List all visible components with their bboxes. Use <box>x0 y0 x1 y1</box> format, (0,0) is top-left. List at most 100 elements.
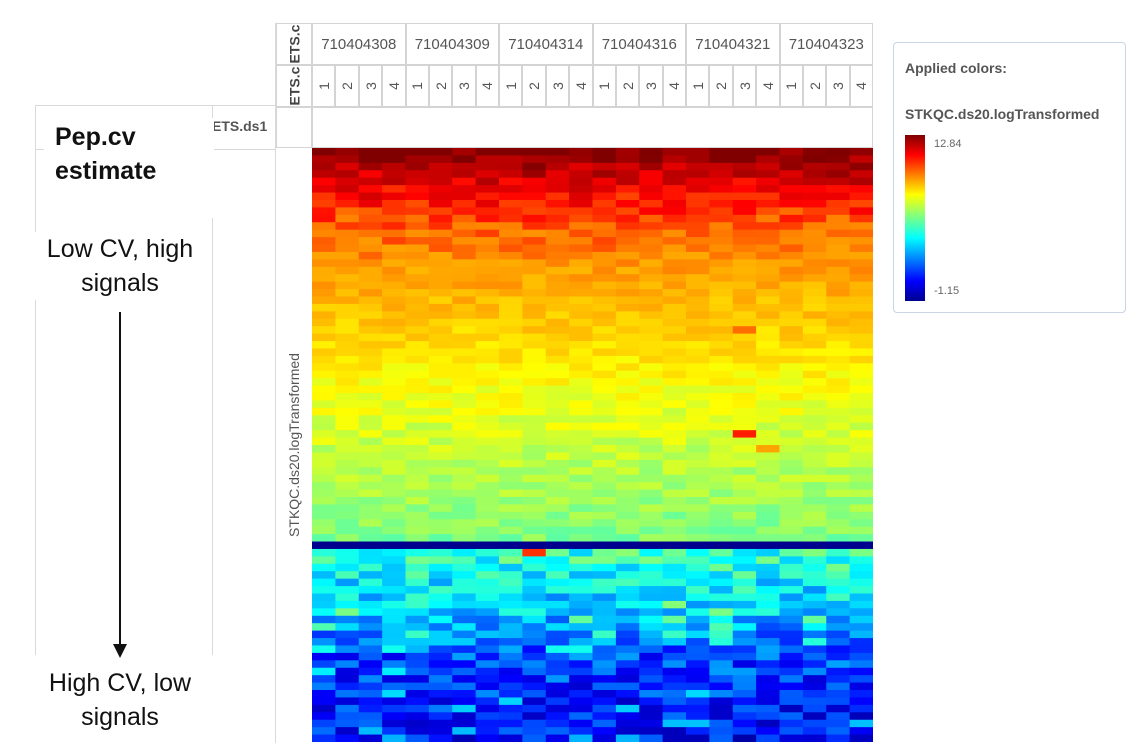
heatmap-cell <box>452 281 477 290</box>
heatmap-cell <box>569 296 594 305</box>
heatmap-cell <box>732 489 757 498</box>
heatmap-cell <box>662 459 687 468</box>
heatmap-cell <box>779 712 804 721</box>
heatmap-cell <box>405 400 430 409</box>
heatmap-cell <box>335 333 360 342</box>
heatmap-cell <box>405 229 430 238</box>
heatmap-cell <box>779 229 804 238</box>
heatmap-cell <box>732 482 757 491</box>
heatmap-cell <box>405 170 430 179</box>
heatmap-cell <box>779 548 804 557</box>
heatmap-cell <box>405 571 430 580</box>
heatmap-cell <box>312 578 336 587</box>
heatmap-cell <box>662 341 687 349</box>
heatmap-cell <box>849 407 873 416</box>
heatmap-cell <box>522 548 547 557</box>
heatmap-cell <box>662 311 687 320</box>
heatmap-cell <box>452 318 477 327</box>
heatmap-cell <box>686 452 710 461</box>
heatmap-cell <box>686 407 710 416</box>
heatmap-cell <box>662 192 687 201</box>
heatmap-cell <box>686 192 710 201</box>
heatmap-cell <box>826 548 851 557</box>
heatmap-cell <box>569 281 594 290</box>
heatmap-cell <box>686 177 710 186</box>
heatmap-cell <box>382 704 407 713</box>
heatmap-cell <box>499 333 523 342</box>
heatmap-cell <box>522 199 547 208</box>
heatmap-cell <box>499 459 523 468</box>
heatmap-cell <box>779 652 804 661</box>
legend-colorbar <box>905 135 925 301</box>
heatmap-cell <box>335 638 360 646</box>
heatmap-cell <box>662 407 687 416</box>
heatmap-cell <box>358 311 383 320</box>
heatmap-cell <box>452 177 477 186</box>
heatmap-cell <box>405 222 430 231</box>
heatmap-cell <box>802 155 827 164</box>
heatmap-cell <box>382 177 407 186</box>
heatmap-cell <box>849 430 873 439</box>
heatmap-cell <box>428 667 453 676</box>
heatmap-cell <box>428 630 453 639</box>
heatmap-cell <box>522 727 547 736</box>
heatmap-cell <box>615 534 640 543</box>
heatmap-cell <box>709 712 734 721</box>
heatmap-cell <box>545 534 570 543</box>
heatmap-cell <box>826 534 851 543</box>
heatmap-cell <box>779 734 804 742</box>
heatmap-cell <box>569 660 594 669</box>
heatmap-cell <box>452 556 477 565</box>
heatmap-cell <box>709 586 734 594</box>
heatmap-cell <box>756 385 781 394</box>
heatmap-cell <box>756 511 781 520</box>
heatmap-cell <box>615 652 640 661</box>
heatmap-cell <box>499 690 523 698</box>
heatmap-cell <box>615 185 640 194</box>
heatmap-cell <box>522 326 547 335</box>
heatmap-cell <box>592 630 617 639</box>
heatmap-cell <box>849 667 873 676</box>
replicate-header: 4 <box>382 65 406 107</box>
pepcv-box: Pep.cv estimate <box>44 118 214 218</box>
heatmap-cell <box>522 697 547 706</box>
heatmap-cell <box>592 415 617 424</box>
heatmap-cell <box>405 548 430 557</box>
heatmap-cell <box>499 638 523 646</box>
heatmap-cell <box>312 586 336 594</box>
heatmap-cell <box>639 311 664 320</box>
heatmap-cell <box>709 445 734 453</box>
heatmap-cell <box>615 326 640 335</box>
heatmap-cell <box>358 199 383 208</box>
heatmap-cell <box>428 600 453 609</box>
heatmap-cell <box>592 303 617 312</box>
heatmap-cell <box>615 719 640 728</box>
heatmap-cell <box>382 229 407 238</box>
heatmap-cell <box>686 571 710 580</box>
heatmap-cell <box>686 504 710 513</box>
heatmap-cell <box>545 645 570 654</box>
heatmap-cell <box>639 638 664 646</box>
heatmap-cell <box>686 251 710 260</box>
heatmap-cell <box>452 244 477 253</box>
heatmap-cell <box>452 259 477 268</box>
heatmap-cell <box>639 489 664 498</box>
heatmap-cell <box>802 474 827 483</box>
heatmap-cell <box>639 660 664 669</box>
heatmap-cell <box>592 608 617 617</box>
heatmap-cell <box>312 556 336 565</box>
heatmap-cell <box>569 504 594 513</box>
heatmap-cell <box>499 712 523 721</box>
heatmap-cell <box>686 615 710 624</box>
heatmap-cell <box>405 660 430 669</box>
heatmap-cell <box>592 378 617 387</box>
heatmap-cell <box>382 393 407 401</box>
heatmap-cell <box>826 593 851 602</box>
heatmap-cell <box>639 467 664 476</box>
heatmap-cell <box>522 348 547 357</box>
heatmap-cell <box>312 407 336 416</box>
heatmap-cell <box>802 341 827 349</box>
heatmap-cell <box>382 407 407 416</box>
heatmap-cell <box>499 660 523 669</box>
heatmap-cell <box>732 170 757 179</box>
